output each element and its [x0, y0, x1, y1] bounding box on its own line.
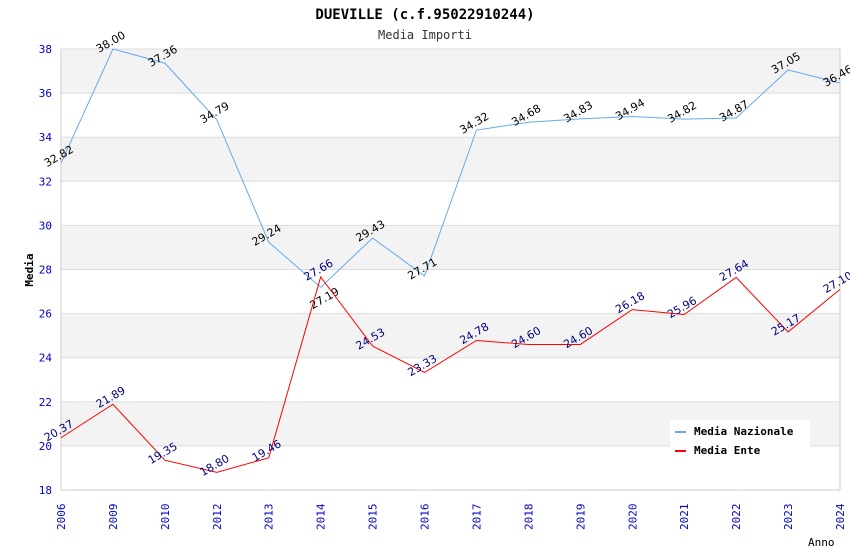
data-label: 34.79 — [198, 99, 232, 126]
x-tick-label: 2022 — [730, 504, 743, 531]
x-tick-label: 2013 — [263, 504, 276, 531]
x-tick-label: 2015 — [367, 504, 380, 531]
legend-label-ente: Media Ente — [694, 444, 761, 457]
grid-band — [61, 49, 840, 94]
y-tick-label: 24 — [39, 352, 53, 365]
x-tick-label: 2024 — [834, 503, 847, 530]
x-tick-label: 2006 — [55, 504, 68, 531]
y-tick-label: 26 — [39, 308, 52, 321]
data-label: 34.94 — [613, 96, 647, 123]
y-tick-label: 22 — [39, 396, 52, 409]
y-axis-label: Media — [23, 253, 36, 286]
series-line-ente — [60, 275, 841, 473]
x-tick-label: 2012 — [211, 504, 224, 531]
y-tick-label: 20 — [39, 440, 52, 453]
legend: Media Nazionale Media Ente — [670, 420, 810, 457]
y-tick-label: 28 — [39, 264, 52, 277]
chart-title: DUEVILLE (c.f.95022910244) — [315, 7, 534, 23]
data-label: 18.80 — [198, 452, 232, 479]
x-tick-label: 2009 — [107, 504, 120, 531]
y-tick-label: 32 — [39, 175, 52, 188]
x-tick-label: 2019 — [574, 504, 587, 531]
data-label: 26.18 — [613, 289, 647, 316]
x-tick-label: 2016 — [419, 504, 432, 531]
series-line-nazionale — [60, 48, 841, 289]
chart-subtitle: Media Importi — [378, 28, 472, 42]
data-label: 34.82 — [665, 99, 699, 126]
data-label: 34.87 — [717, 98, 751, 125]
data-label: 34.32 — [457, 110, 491, 137]
y-tick-label: 34 — [39, 131, 53, 144]
x-tick-label: 2023 — [782, 504, 795, 531]
grid-band — [61, 137, 840, 182]
x-tick-label: 2018 — [522, 504, 535, 531]
y-tick-label: 30 — [39, 219, 52, 232]
legend-label-nazionale: Media Nazionale — [694, 425, 794, 438]
x-tick-label: 2020 — [626, 504, 639, 531]
x-tick-label: 2017 — [470, 504, 483, 531]
y-tick-label: 18 — [39, 484, 52, 497]
data-label: 34.83 — [561, 98, 595, 125]
y-tick-label: 36 — [39, 87, 52, 100]
data-label: 34.68 — [509, 102, 543, 129]
grid-band — [61, 313, 840, 358]
x-tick-label: 2014 — [315, 503, 328, 530]
grid-band — [61, 225, 840, 270]
x-axis-label: Anno — [808, 536, 835, 549]
x-tick-label: 2010 — [159, 504, 172, 531]
data-label: 27.10 — [821, 269, 850, 296]
y-tick-label: 38 — [39, 43, 52, 56]
x-tick-label: 2021 — [678, 504, 691, 531]
